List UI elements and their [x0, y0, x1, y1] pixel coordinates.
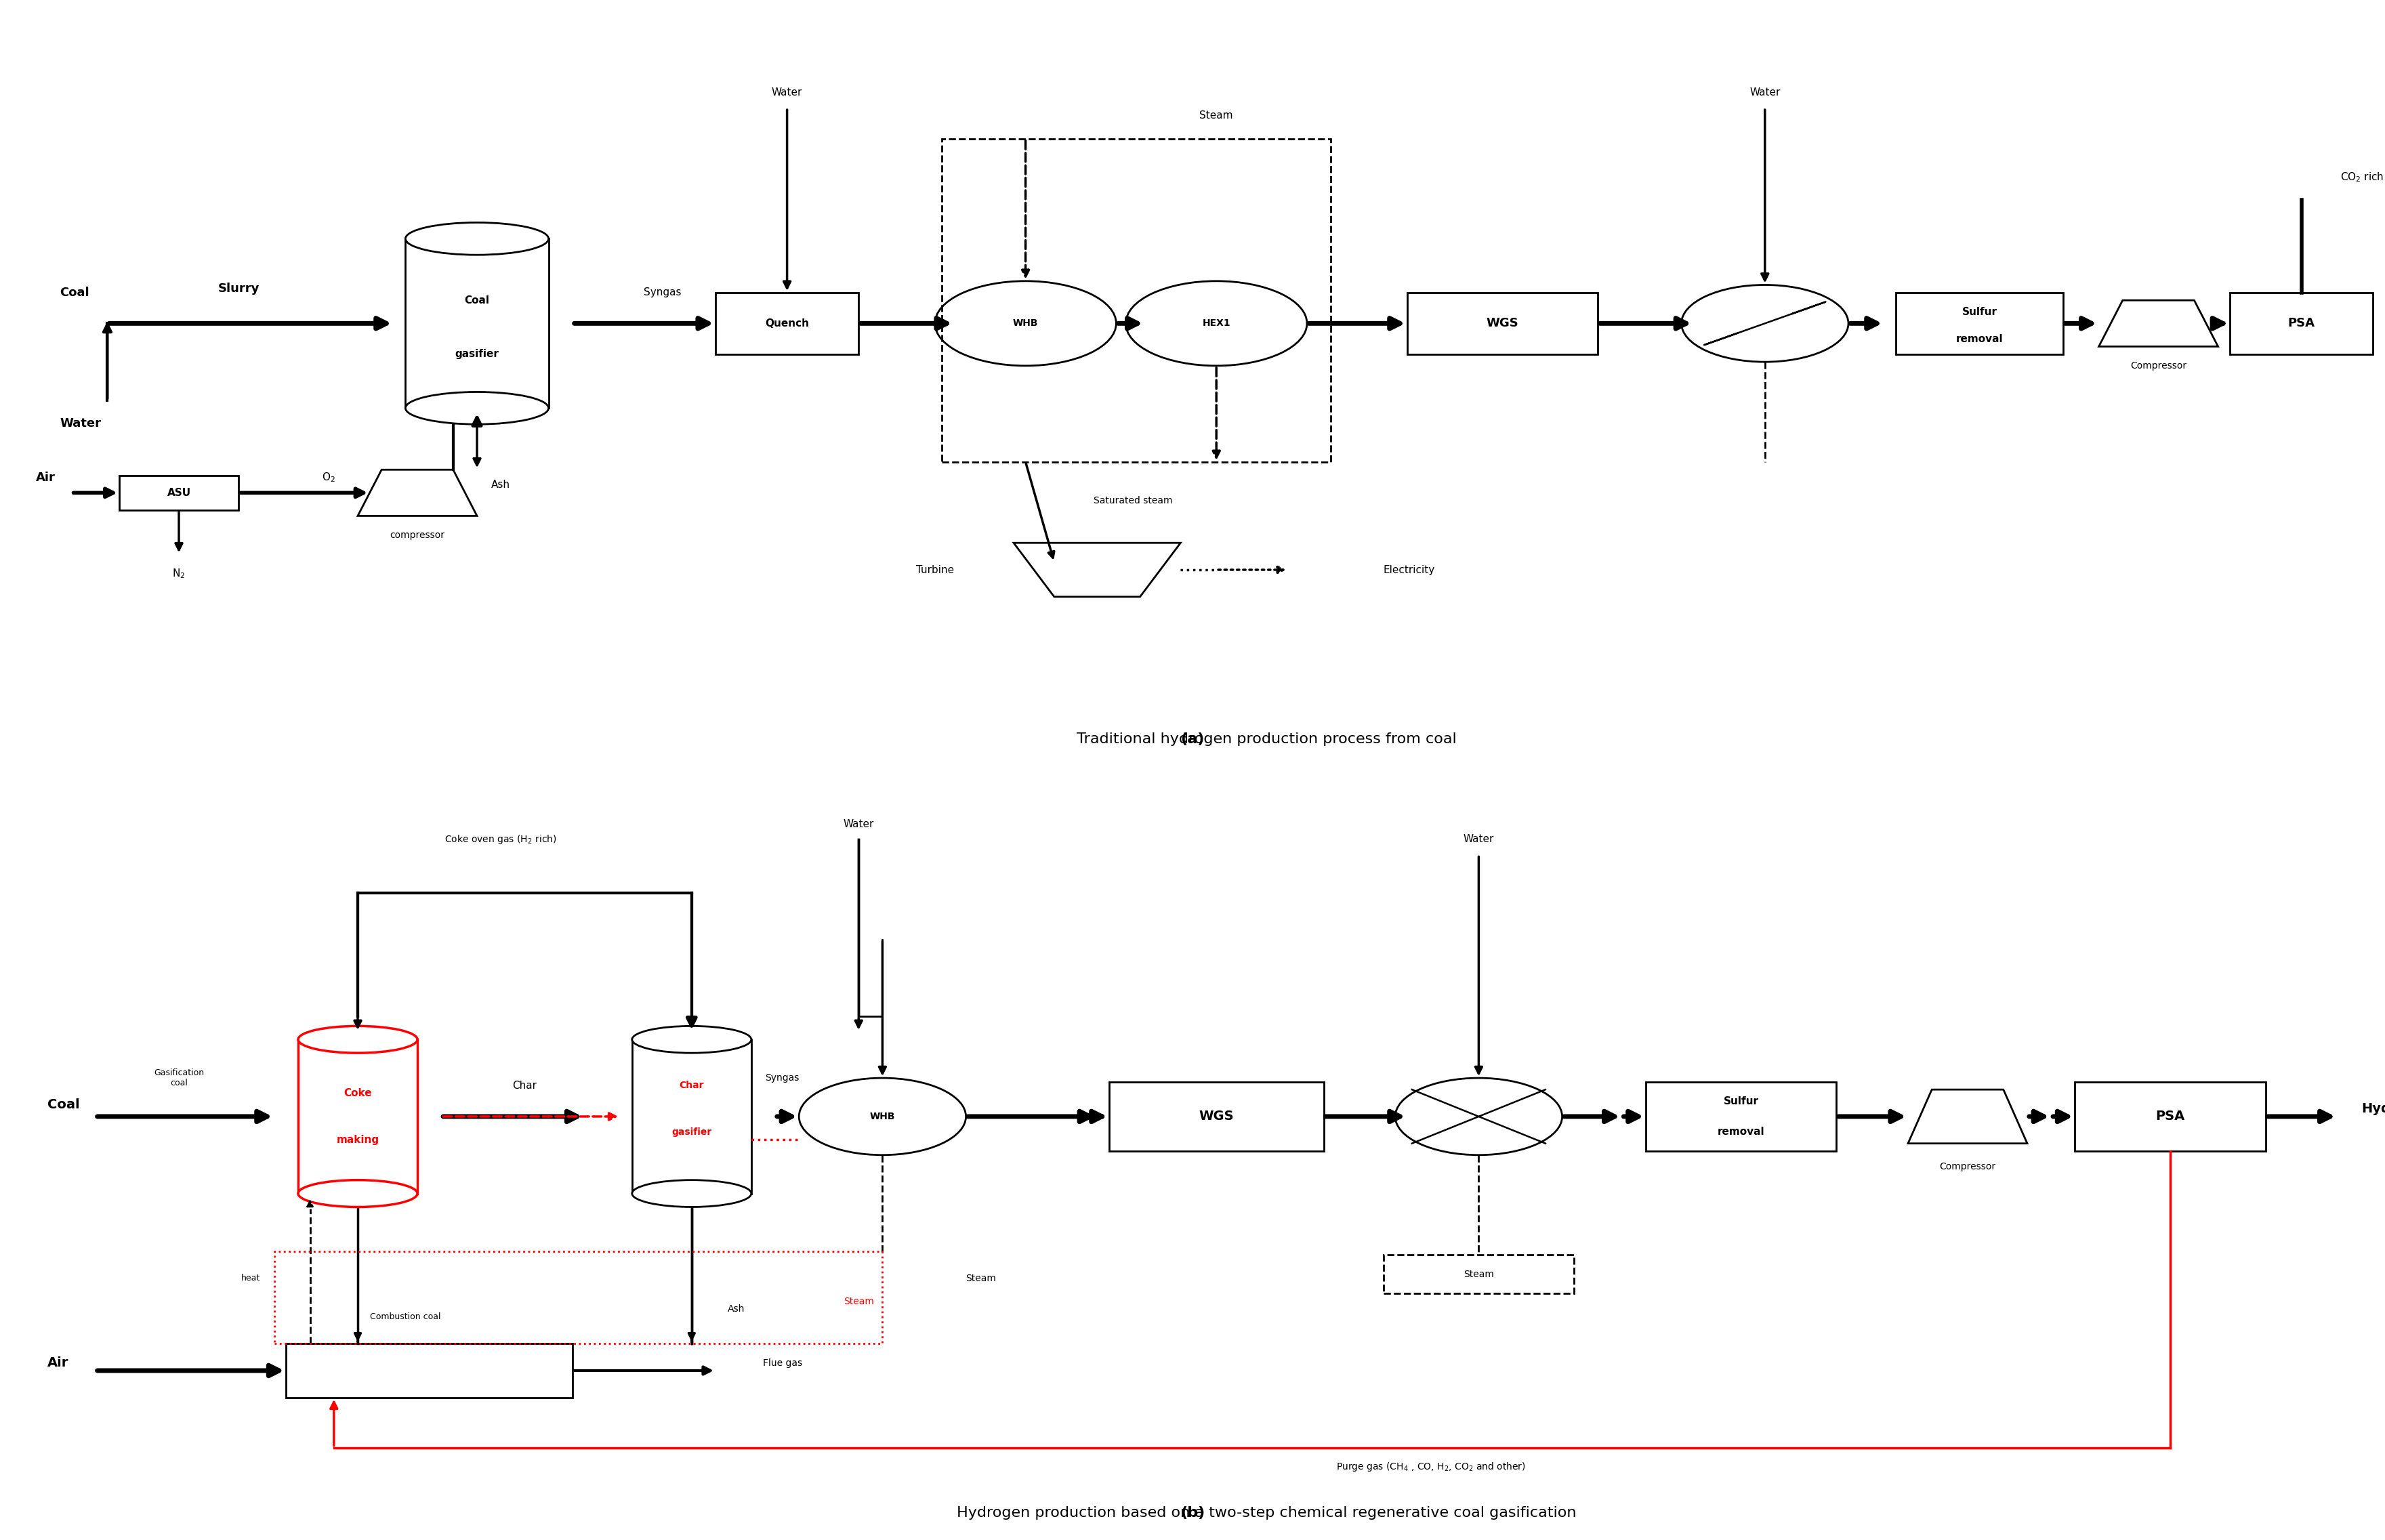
Text: removal: removal — [1717, 1127, 1765, 1137]
Text: Char: Char — [513, 1081, 537, 1090]
Bar — [119, 476, 239, 510]
Text: N$_2$: N$_2$ — [172, 567, 186, 581]
Text: Sulfur: Sulfur — [1724, 1096, 1758, 1106]
Ellipse shape — [935, 280, 1116, 365]
Polygon shape — [1908, 1090, 2027, 1143]
Bar — [1407, 293, 1598, 354]
Ellipse shape — [799, 1078, 966, 1155]
Text: Flue gas: Flue gas — [763, 1358, 804, 1368]
Text: Gasification
coal: Gasification coal — [153, 1069, 205, 1087]
Ellipse shape — [405, 391, 549, 425]
Text: Syngas: Syngas — [644, 288, 682, 297]
Text: Steam: Steam — [844, 1297, 873, 1306]
Text: compressor: compressor — [389, 530, 446, 541]
Text: WHB: WHB — [1014, 319, 1037, 328]
Text: Turbine: Turbine — [916, 565, 954, 574]
Ellipse shape — [1126, 280, 1307, 365]
Bar — [632, 1040, 751, 1194]
Text: Water: Water — [60, 417, 100, 430]
Bar — [274, 1250, 882, 1343]
Text: Ash: Ash — [491, 480, 510, 490]
Ellipse shape — [298, 1026, 417, 1053]
Ellipse shape — [1395, 1078, 1562, 1155]
Text: Combustion coal: Combustion coal — [370, 1312, 441, 1321]
Bar — [298, 1040, 417, 1194]
Text: heat: heat — [241, 1274, 260, 1283]
Text: WHB: WHB — [871, 1112, 894, 1121]
Bar — [942, 139, 1331, 462]
Bar — [1646, 1081, 1836, 1152]
Text: Electricity: Electricity — [1383, 565, 1436, 574]
Bar — [405, 239, 549, 408]
Text: Water: Water — [1464, 835, 1493, 844]
Ellipse shape — [298, 1180, 417, 1207]
Text: gasifier: gasifier — [456, 350, 498, 359]
Text: Coal: Coal — [48, 1098, 81, 1112]
Text: Saturated steam: Saturated steam — [1092, 496, 1173, 505]
Polygon shape — [2099, 300, 2218, 346]
Text: WGS: WGS — [1200, 1110, 1233, 1123]
Text: O$_2$: O$_2$ — [322, 471, 336, 484]
Text: Hydrogen: Hydrogen — [2361, 1103, 2385, 1115]
Text: making: making — [336, 1135, 379, 1144]
Text: WGS: WGS — [1486, 317, 1519, 330]
Text: Quench: Quench — [766, 319, 809, 328]
Text: Steam: Steam — [1200, 111, 1233, 120]
Bar — [286, 1343, 572, 1398]
Text: Traditional hydrogen production process from coal: Traditional hydrogen production process … — [1071, 733, 1457, 745]
Text: Air: Air — [48, 1357, 69, 1369]
Text: Compressor: Compressor — [1939, 1161, 1996, 1172]
Text: Air: Air — [36, 471, 55, 484]
Text: ASU: ASU — [167, 488, 191, 497]
Text: PSA: PSA — [2287, 317, 2316, 330]
Text: Hydrogen production based on a two-step chemical regenerative coal gasification: Hydrogen production based on a two-step … — [952, 1506, 1576, 1520]
Bar — [2075, 1081, 2266, 1152]
Bar — [1383, 1255, 1574, 1294]
Text: Water: Water — [844, 819, 873, 829]
Text: Coal: Coal — [465, 296, 489, 305]
Text: HEX1: HEX1 — [1202, 319, 1231, 328]
Ellipse shape — [632, 1180, 751, 1207]
Polygon shape — [1014, 544, 1181, 596]
Text: Slurry: Slurry — [217, 283, 260, 294]
Text: Steam: Steam — [1464, 1269, 1493, 1280]
Text: CO$_2$ rich gas: CO$_2$ rich gas — [2340, 171, 2385, 183]
Text: (b): (b) — [1181, 1506, 1204, 1520]
Text: Char: Char — [680, 1081, 704, 1090]
Polygon shape — [358, 470, 477, 516]
Text: Syngas: Syngas — [766, 1073, 799, 1083]
Text: Coal: Coal — [60, 286, 88, 299]
Text: (a): (a) — [1181, 733, 1204, 745]
Text: Coke oven gas (H$_2$ rich): Coke oven gas (H$_2$ rich) — [444, 833, 558, 845]
Text: PSA: PSA — [2156, 1110, 2185, 1123]
Ellipse shape — [632, 1026, 751, 1053]
Text: Water: Water — [773, 88, 801, 97]
Text: Compressor: Compressor — [2130, 360, 2187, 371]
Bar — [1896, 293, 2063, 354]
Text: Purge gas (CH$_4$ , CO, H$_2$, CO$_2$ and other): Purge gas (CH$_4$ , CO, H$_2$, CO$_2$ an… — [1336, 1461, 1526, 1472]
Text: Steam: Steam — [966, 1274, 997, 1283]
Text: Coke: Coke — [343, 1089, 372, 1098]
Text: Sulfur: Sulfur — [1963, 306, 1996, 317]
Bar — [716, 293, 859, 354]
Ellipse shape — [1681, 285, 1848, 362]
Bar — [2230, 293, 2373, 354]
Bar — [1109, 1081, 1324, 1152]
Text: Water: Water — [1751, 88, 1779, 97]
Ellipse shape — [405, 222, 549, 254]
Text: removal: removal — [1956, 334, 2003, 343]
Text: Ash: Ash — [727, 1304, 744, 1314]
Text: gasifier: gasifier — [673, 1127, 711, 1137]
